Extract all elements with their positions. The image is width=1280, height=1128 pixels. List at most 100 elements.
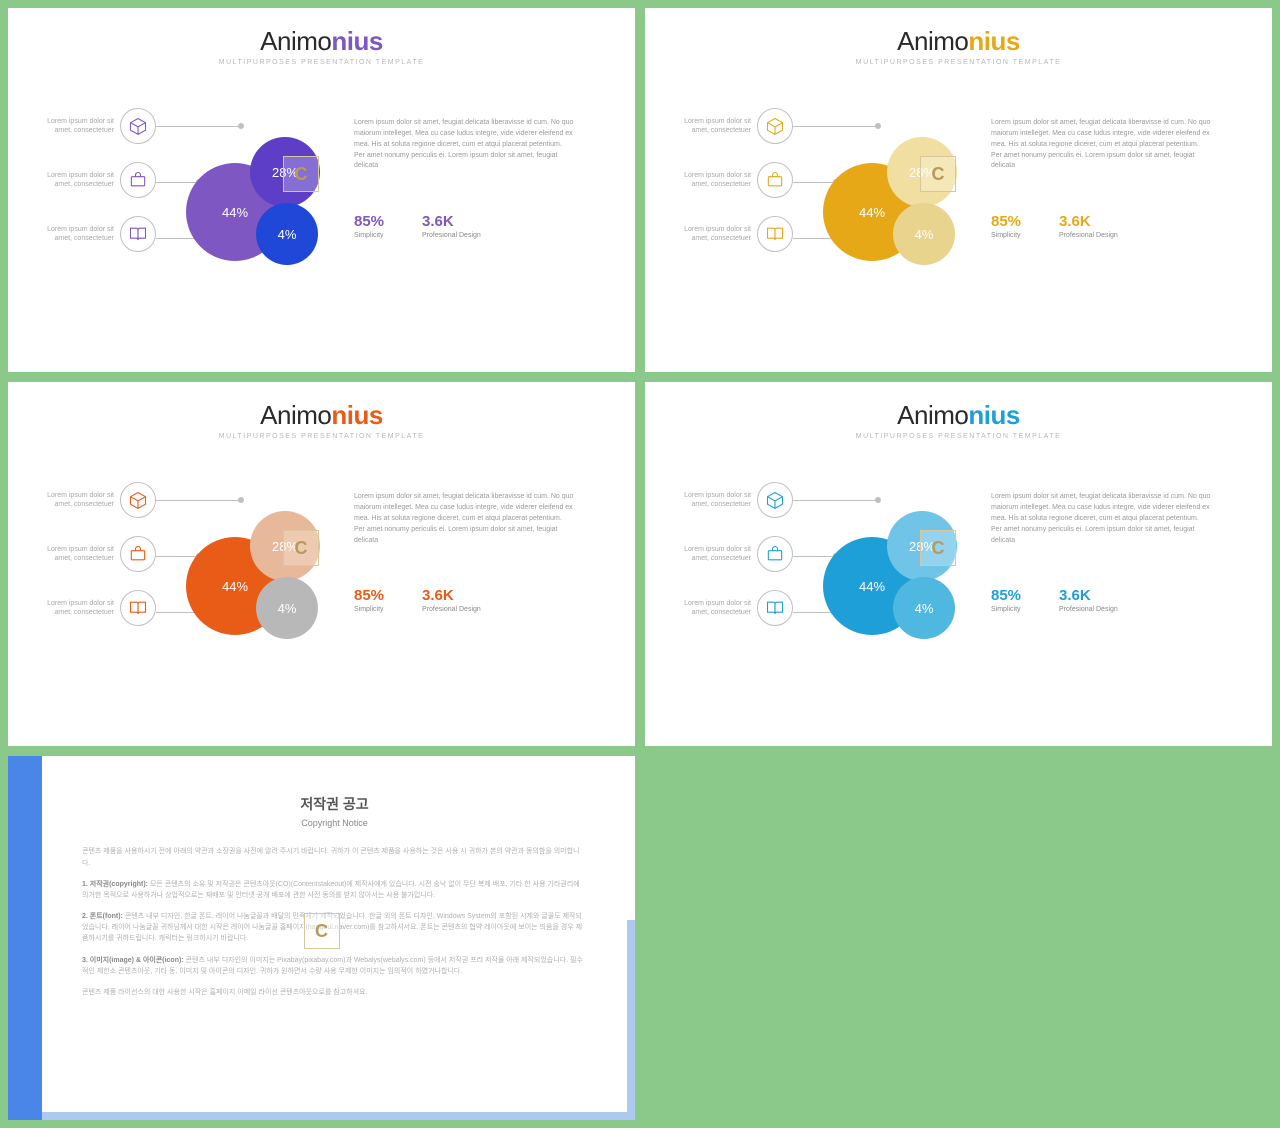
- bubble-chart: 44% 28% 4%: [815, 123, 985, 293]
- bag-icon: [757, 162, 793, 198]
- bubble-chart: 44% 28% 4%: [815, 497, 985, 667]
- stat-2: 3.6K Profesional Design: [1059, 213, 1118, 239]
- bubble-small: 4%: [256, 203, 318, 265]
- bubble-chart: 44% 28% 4%: [178, 123, 348, 293]
- stat-label: Profesional Design: [422, 232, 481, 239]
- box-icon: [757, 108, 793, 144]
- stat-label: Simplicity: [991, 606, 1021, 613]
- icon-text: Lorem ipsum dolor sitamet, consectetuer: [36, 171, 114, 189]
- icon-row: Lorem ipsum dolor sitamet, consectetuer: [673, 216, 813, 252]
- book-icon: [757, 216, 793, 252]
- title-block: Animonius Multipurposes Presentation Tem…: [8, 26, 635, 66]
- icon-text: Lorem ipsum dolor sitamet, consectetuer: [673, 599, 751, 617]
- stats: 85% Simplicity 3.6K Profesional Design: [991, 213, 1118, 239]
- stat-value: 3.6K: [422, 587, 481, 604]
- stat-label: Simplicity: [354, 232, 384, 239]
- paragraph: Lorem ipsum dolor sit amet, feugiat deli…: [991, 492, 1211, 546]
- icon-list: Lorem ipsum dolor sitamet, consectetuer …: [673, 482, 813, 644]
- title: Animonius: [8, 26, 635, 57]
- stats: 85% Simplicity 3.6K Profesional Design: [991, 587, 1118, 613]
- stat-value: 3.6K: [1059, 587, 1118, 604]
- watermark: C: [304, 913, 340, 949]
- bubble-small: 4%: [893, 203, 955, 265]
- box-icon: [757, 482, 793, 518]
- paragraph: Lorem ipsum dolor sit amet, feugiat deli…: [354, 118, 574, 172]
- subtitle: Multipurposes Presentation Template: [645, 433, 1272, 440]
- title-block: Animonius Multipurposes Presentation Tem…: [645, 400, 1272, 440]
- box-icon: [120, 482, 156, 518]
- icon-row: Lorem ipsum dolor sitamet, consectetuer: [673, 536, 813, 572]
- stat-2: 3.6K Profesional Design: [422, 587, 481, 613]
- stat-1: 85% Simplicity: [354, 587, 384, 613]
- title-part1: Animo: [897, 400, 968, 430]
- book-icon: [120, 216, 156, 252]
- bag-icon: [757, 536, 793, 572]
- stat-label: Simplicity: [354, 606, 384, 613]
- band-left: [8, 756, 42, 1120]
- icon-text: Lorem ipsum dolor sitamet, consectetuer: [673, 225, 751, 243]
- watermark: C: [283, 156, 319, 192]
- title-block: Animonius Multipurposes Presentation Tem…: [645, 26, 1272, 66]
- stat-2: 3.6K Profesional Design: [422, 213, 481, 239]
- icon-row: Lorem ipsum dolor sitamet, consectetuer: [36, 536, 176, 572]
- icon-text: Lorem ipsum dolor sitamet, consectetuer: [36, 225, 114, 243]
- stats: 85% Simplicity 3.6K Profesional Design: [354, 587, 481, 613]
- icon-row: Lorem ipsum dolor sitamet, consectetuer: [673, 162, 813, 198]
- stat-value: 3.6K: [422, 213, 481, 230]
- icon-text: Lorem ipsum dolor sitamet, consectetuer: [673, 545, 751, 563]
- stat-value: 85%: [354, 213, 384, 230]
- title: Animonius: [645, 26, 1272, 57]
- icon-text: Lorem ipsum dolor sitamet, consectetuer: [36, 117, 114, 135]
- presentation-slide: Animonius Multipurposes Presentation Tem…: [645, 382, 1272, 746]
- watermark: C: [920, 156, 956, 192]
- icon-text: Lorem ipsum dolor sitamet, consectetuer: [673, 491, 751, 509]
- presentation-slide: Animonius Multipurposes Presentation Tem…: [8, 382, 635, 746]
- title-part1: Animo: [897, 26, 968, 56]
- title-block: Animonius Multipurposes Presentation Tem…: [8, 400, 635, 440]
- icon-row: Lorem ipsum dolor sitamet, consectetuer: [673, 108, 813, 144]
- icon-text: Lorem ipsum dolor sitamet, consectetuer: [36, 599, 114, 617]
- box-icon: [120, 108, 156, 144]
- icon-row: Lorem ipsum dolor sitamet, consectetuer: [36, 162, 176, 198]
- bag-icon: [120, 536, 156, 572]
- copy-subtitle: Copyright Notice: [82, 818, 587, 828]
- stat-value: 3.6K: [1059, 213, 1118, 230]
- copy-title: 저작권 공고: [82, 794, 587, 814]
- icon-list: Lorem ipsum dolor sitamet, consectetuer …: [36, 108, 176, 270]
- icon-text: Lorem ipsum dolor sitamet, consectetuer: [673, 117, 751, 135]
- bag-icon: [120, 162, 156, 198]
- icon-row: Lorem ipsum dolor sitamet, consectetuer: [36, 216, 176, 252]
- icon-row: Lorem ipsum dolor sitamet, consectetuer: [673, 590, 813, 626]
- stat-label: Profesional Design: [1059, 606, 1118, 613]
- stat-2: 3.6K Profesional Design: [1059, 587, 1118, 613]
- title-part2: nius: [968, 26, 1019, 56]
- icon-list: Lorem ipsum dolor sitamet, consectetuer …: [673, 108, 813, 270]
- title-part1: Animo: [260, 26, 331, 56]
- stat-1: 85% Simplicity: [354, 213, 384, 239]
- title-part2: nius: [968, 400, 1019, 430]
- icon-row: Lorem ipsum dolor sitamet, consectetuer: [673, 482, 813, 518]
- icon-list: Lorem ipsum dolor sitamet, consectetuer …: [36, 482, 176, 644]
- stat-value: 85%: [991, 213, 1021, 230]
- stat-label: Profesional Design: [1059, 232, 1118, 239]
- stats: 85% Simplicity 3.6K Profesional Design: [354, 213, 481, 239]
- stat-1: 85% Simplicity: [991, 587, 1021, 613]
- watermark: C: [920, 530, 956, 566]
- subtitle: Multipurposes Presentation Template: [8, 433, 635, 440]
- bubble-chart: 44% 28% 4%: [178, 497, 348, 667]
- book-icon: [120, 590, 156, 626]
- paragraph: Lorem ipsum dolor sit amet, feugiat deli…: [354, 492, 574, 546]
- stat-1: 85% Simplicity: [991, 213, 1021, 239]
- icon-row: Lorem ipsum dolor sitamet, consectetuer: [36, 590, 176, 626]
- title: Animonius: [8, 400, 635, 431]
- icon-text: Lorem ipsum dolor sitamet, consectetuer: [36, 491, 114, 509]
- icon-text: Lorem ipsum dolor sitamet, consectetuer: [36, 545, 114, 563]
- bubble-small: 4%: [893, 577, 955, 639]
- empty-cell: [645, 756, 1272, 1120]
- subtitle: Multipurposes Presentation Template: [8, 59, 635, 66]
- icon-text: Lorem ipsum dolor sitamet, consectetuer: [673, 171, 751, 189]
- watermark: C: [283, 530, 319, 566]
- stat-value: 85%: [991, 587, 1021, 604]
- paragraph: Lorem ipsum dolor sit amet, feugiat deli…: [991, 118, 1211, 172]
- stat-value: 85%: [354, 587, 384, 604]
